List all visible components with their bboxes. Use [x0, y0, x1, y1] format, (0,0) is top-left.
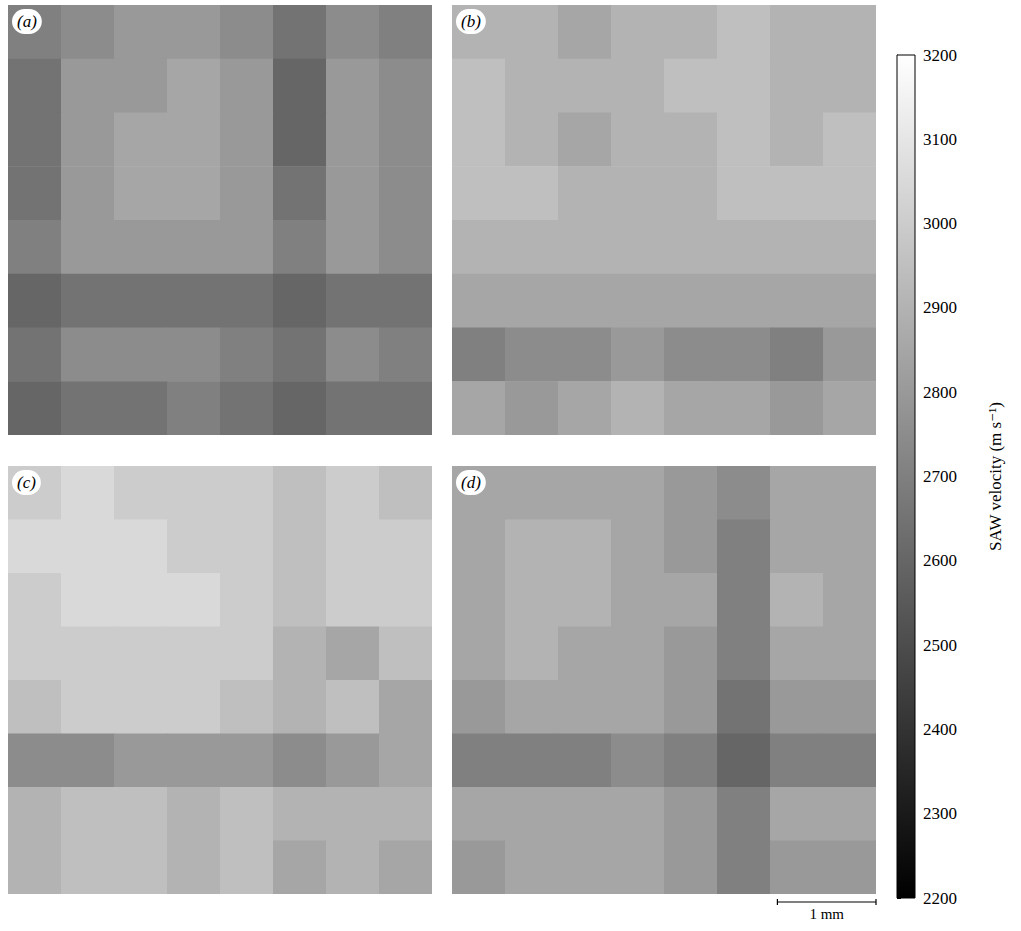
svg-text:3000: 3000	[923, 214, 957, 233]
svg-text:(b): (b)	[461, 12, 481, 31]
svg-text:SAW velocity (m s⁻¹): SAW velocity (m s⁻¹)	[986, 402, 1005, 551]
svg-text:(d): (d)	[461, 473, 481, 492]
svg-text:2600: 2600	[923, 551, 957, 570]
svg-text:3200: 3200	[923, 46, 957, 65]
svg-text:2900: 2900	[923, 298, 957, 317]
svg-text:(a): (a)	[17, 12, 37, 31]
svg-text:2200: 2200	[923, 889, 957, 908]
svg-text:2300: 2300	[923, 804, 957, 823]
svg-text:3100: 3100	[923, 130, 957, 149]
svg-text:(c): (c)	[17, 473, 36, 492]
svg-text:2800: 2800	[923, 383, 957, 402]
svg-text:2500: 2500	[923, 636, 957, 655]
svg-text:1 mm: 1 mm	[809, 906, 844, 922]
svg-text:2700: 2700	[923, 467, 957, 486]
svg-text:2400: 2400	[923, 720, 957, 739]
